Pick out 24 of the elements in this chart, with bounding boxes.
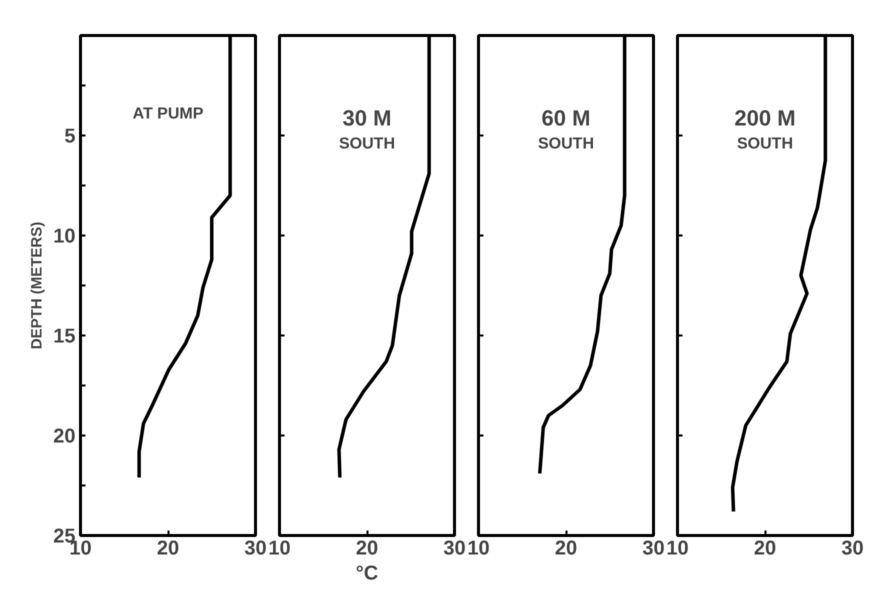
x-tick-label: 10 <box>268 538 291 560</box>
annotation: 200 M <box>734 106 796 130</box>
x-axis-title: °C <box>356 562 378 584</box>
y-tick-label: 20 <box>53 426 76 448</box>
x-tick-label: 10 <box>467 538 490 560</box>
x-tick-label: 20 <box>156 538 180 560</box>
x-tick-label: 30 <box>642 538 665 560</box>
y-axis-title: DEPTH (METERS) <box>28 222 46 350</box>
annotation: SOUTH <box>737 136 793 152</box>
y-tick-label: 10 <box>53 226 76 248</box>
x-tick-label: 20 <box>554 538 578 560</box>
y-tick-label: 5 <box>64 126 76 148</box>
annotation: AT PUMP <box>132 106 204 122</box>
annotation: 30 M <box>342 106 392 130</box>
x-tick-label: 20 <box>356 538 378 560</box>
y-tick-label: 15 <box>53 326 76 348</box>
annotation: SOUTH <box>339 136 395 152</box>
annotation: SOUTH <box>538 136 594 152</box>
x-tick-label: 30 <box>443 538 466 560</box>
annotation: 60 M <box>542 106 590 130</box>
x-tick-label: 30 <box>841 538 864 560</box>
x-tick-label: 20 <box>754 538 776 560</box>
x-tick-label: 30 <box>244 538 267 560</box>
x-tick-label: 10 <box>666 538 689 560</box>
